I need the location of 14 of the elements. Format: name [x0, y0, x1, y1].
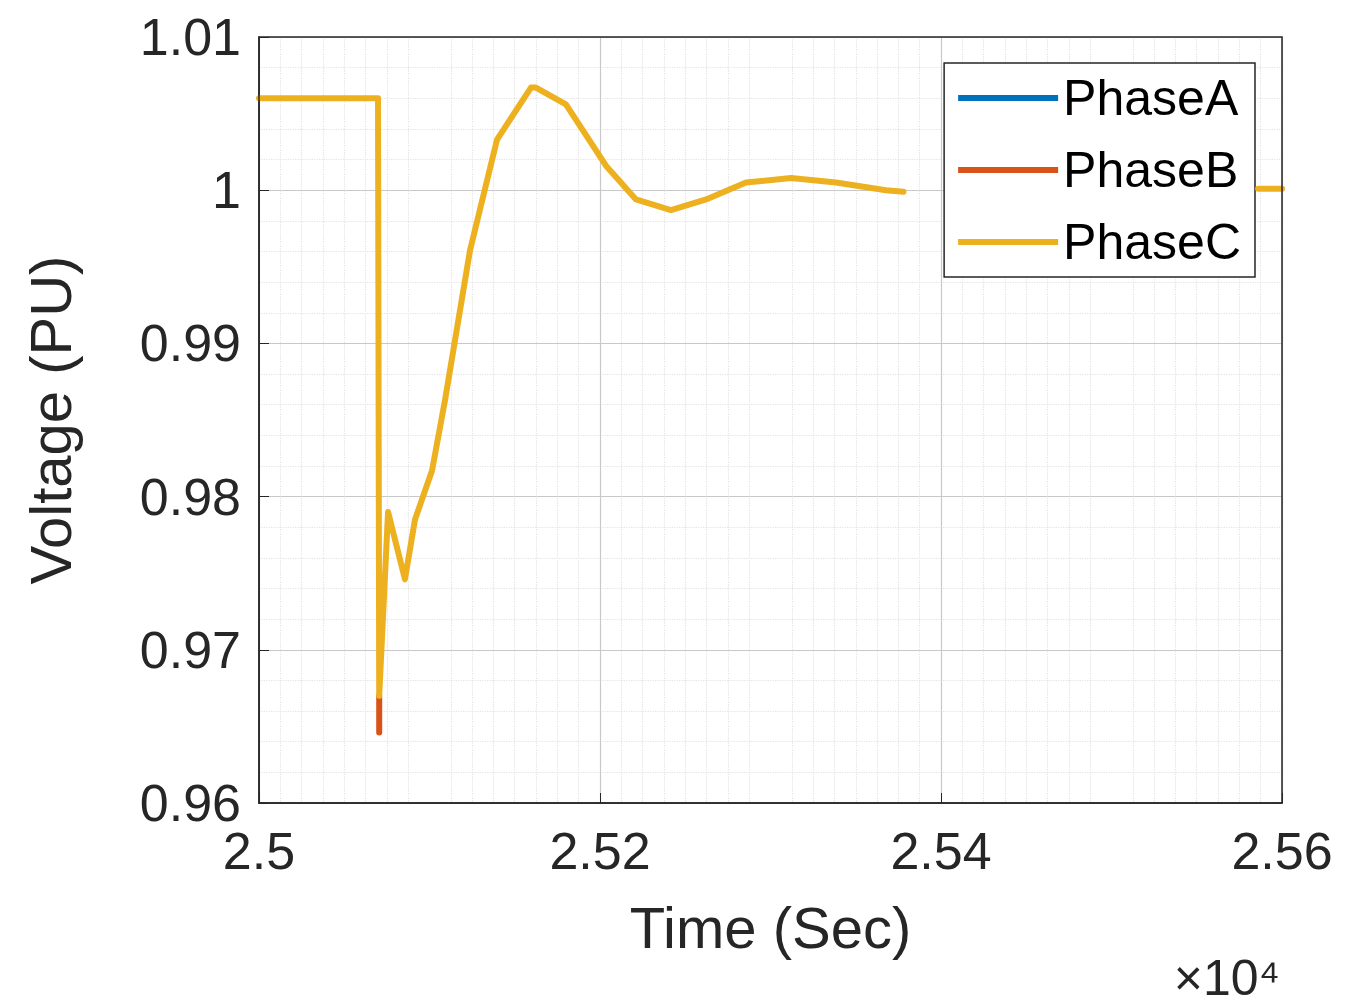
x-axis-title: Time (Sec) — [629, 894, 912, 960]
y-tick-label: 0.99 — [139, 314, 241, 373]
y-tick-label: 1.01 — [139, 8, 241, 66]
x-tick-label: 2.52 — [549, 822, 651, 880]
y-tick-label: 1 — [212, 161, 241, 220]
y-tick-label: 0.98 — [139, 467, 241, 526]
legend-label: PhaseC — [1063, 214, 1242, 270]
legend-label: PhaseA — [1063, 70, 1239, 126]
y-tick-label: 0.97 — [139, 620, 241, 679]
text: ×10⁴ — [1173, 950, 1281, 1005]
x-tick-label: 2.56 — [1231, 822, 1333, 880]
y-axis-title: Voltage (PU) — [17, 255, 83, 585]
x-tick-label: 2.54 — [890, 822, 992, 880]
legend-label: PhaseB — [1063, 142, 1239, 198]
